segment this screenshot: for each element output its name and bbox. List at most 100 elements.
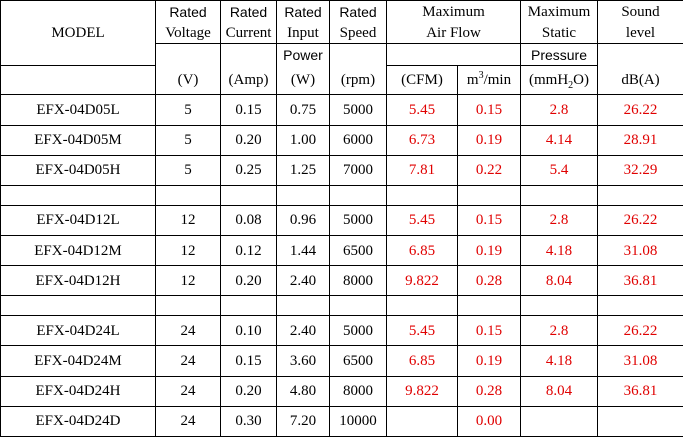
- cell-m3: 0.22: [457, 154, 521, 186]
- cell-power: 1.44: [276, 234, 330, 267]
- cell-m3: 0.19: [457, 234, 521, 267]
- table-row: EFX-04D24D 24 0.30 7.20 10000 0.00: [0, 405, 683, 437]
- spacer-cell: [155, 184, 221, 206]
- cell-model: EFX-04D24L: [0, 315, 156, 347]
- header-pressure-line3: Pressure: [520, 43, 598, 66]
- header-voltage-line2: Voltage: [155, 22, 221, 45]
- spacer-cell: [457, 295, 521, 317]
- cell-power: 2.40: [276, 265, 330, 297]
- header-model-blank: [0, 65, 156, 96]
- cell-m3: 0.19: [457, 345, 521, 377]
- table-row: EFX-04D12L 12 0.08 0.96 5000 5.45 0.15 2.8 26.22: [0, 204, 683, 236]
- header-power-line3: Power: [276, 43, 330, 66]
- spacer-cell: [386, 184, 458, 206]
- cell-current: 0.10: [220, 315, 277, 347]
- unit-voltage: (V): [155, 65, 221, 96]
- header-voltage-blank: [155, 43, 221, 66]
- cell-speed: 6500: [329, 345, 387, 377]
- cell-speed: 5000: [329, 204, 387, 236]
- cell-pressure: 5.4: [520, 154, 598, 186]
- cell-cfm: 5.45: [386, 315, 458, 347]
- group-spacer-row: [0, 295, 683, 317]
- cell-power: 2.40: [276, 315, 330, 347]
- spacer-cell: [597, 295, 683, 317]
- table-row: EFX-04D05M 5 0.20 1.00 6000 6.73 0.19 4.14 28.91: [0, 124, 683, 156]
- cell-voltage: 24: [155, 345, 221, 377]
- cell-voltage: 5: [155, 154, 221, 186]
- cell-voltage: 24: [155, 315, 221, 347]
- cell-pressure: 2.8: [520, 94, 598, 126]
- header-model: MODEL: [0, 0, 156, 67]
- cell-db: 31.08: [597, 345, 683, 377]
- table-row: EFX-04D12M 12 0.12 1.44 6500 6.85 0.19 4.18 31.0…: [0, 234, 683, 267]
- cell-cfm: 6.73: [386, 124, 458, 156]
- cell-speed: 5000: [329, 94, 387, 126]
- spacer-cell: [0, 184, 156, 206]
- table-row: EFX-04D24L 24 0.10 2.40 5000 5.45 0.15 2.8 26.22: [0, 315, 683, 347]
- cell-db: 26.22: [597, 94, 683, 126]
- cell-voltage: 24: [155, 405, 221, 437]
- cell-db: 28.91: [597, 124, 683, 156]
- header-sound-blank: [597, 43, 683, 66]
- header-airflow-blank-2: [457, 43, 521, 66]
- cell-m3: 0.00: [457, 405, 521, 437]
- group-spacer-row: [0, 184, 683, 206]
- cell-model: EFX-04D12M: [0, 234, 156, 267]
- cell-voltage: 12: [155, 234, 221, 267]
- cell-voltage: 24: [155, 375, 221, 407]
- cell-pressure: 4.18: [520, 234, 598, 267]
- cell-m3: 0.15: [457, 94, 521, 126]
- cell-pressure: 4.14: [520, 124, 598, 156]
- spacer-cell: [520, 295, 598, 317]
- cell-current: 0.20: [220, 265, 277, 297]
- spacer-cell: [155, 295, 221, 317]
- spacer-cell: [329, 295, 387, 317]
- header-sound-line2: level: [597, 22, 683, 45]
- cell-cfm: 9.822: [386, 265, 458, 297]
- cell-db: 32.29: [597, 154, 683, 186]
- cell-m3: 0.15: [457, 315, 521, 347]
- cell-current: 0.20: [220, 375, 277, 407]
- cell-cfm: [386, 405, 458, 437]
- cell-current: 0.25: [220, 154, 277, 186]
- table-row: EFX-04D05L 5 0.15 0.75 5000 5.45 0.15 2.8 26.22: [0, 94, 683, 126]
- header-power-line2: Input: [276, 22, 330, 45]
- cell-power: 0.96: [276, 204, 330, 236]
- cell-power: 7.20: [276, 405, 330, 437]
- header-current-line1: Rated: [220, 0, 277, 23]
- cell-m3: 0.28: [457, 265, 521, 297]
- cell-model: EFX-04D24M: [0, 345, 156, 377]
- cell-cfm: 5.45: [386, 94, 458, 126]
- cell-pressure: [520, 405, 598, 437]
- cell-speed: 8000: [329, 375, 387, 407]
- cell-cfm: 9.822: [386, 375, 458, 407]
- cell-power: 1.00: [276, 124, 330, 156]
- table-row: EFX-04D24H 24 0.20 4.80 8000 9.822 0.28 8.04 36.…: [0, 375, 683, 407]
- cell-cfm: 7.81: [386, 154, 458, 186]
- cell-speed: 6500: [329, 234, 387, 267]
- spacer-cell: [386, 295, 458, 317]
- spacer-cell: [220, 184, 277, 206]
- cell-db: 36.81: [597, 375, 683, 407]
- spacer-cell: [276, 184, 330, 206]
- table-row: EFX-04D12H 12 0.20 2.40 8000 9.822 0.28 8.04 36.…: [0, 265, 683, 297]
- spacer-cell: [597, 184, 683, 206]
- cell-current: 0.20: [220, 124, 277, 156]
- cell-model: EFX-04D05M: [0, 124, 156, 156]
- cell-power: 0.75: [276, 94, 330, 126]
- cell-cfm: 6.85: [386, 345, 458, 377]
- header-speed-blank: [329, 43, 387, 66]
- header-current-line2: Current: [220, 22, 277, 45]
- unit-cfm: (CFM): [386, 65, 458, 96]
- cell-speed: 10000: [329, 405, 387, 437]
- cell-db: 31.08: [597, 234, 683, 267]
- cell-model: EFX-04D12H: [0, 265, 156, 297]
- spacer-cell: [220, 295, 277, 317]
- header-row-3: Power Pressure: [1, 43, 683, 66]
- unit-speed: (rpm): [329, 65, 387, 96]
- cell-m3: 0.15: [457, 204, 521, 236]
- header-row-1: MODEL Rated Rated Rated Rated Maximum Ma…: [0, 0, 683, 67]
- cell-current: 0.15: [220, 94, 277, 126]
- header-current-blank: [220, 43, 277, 66]
